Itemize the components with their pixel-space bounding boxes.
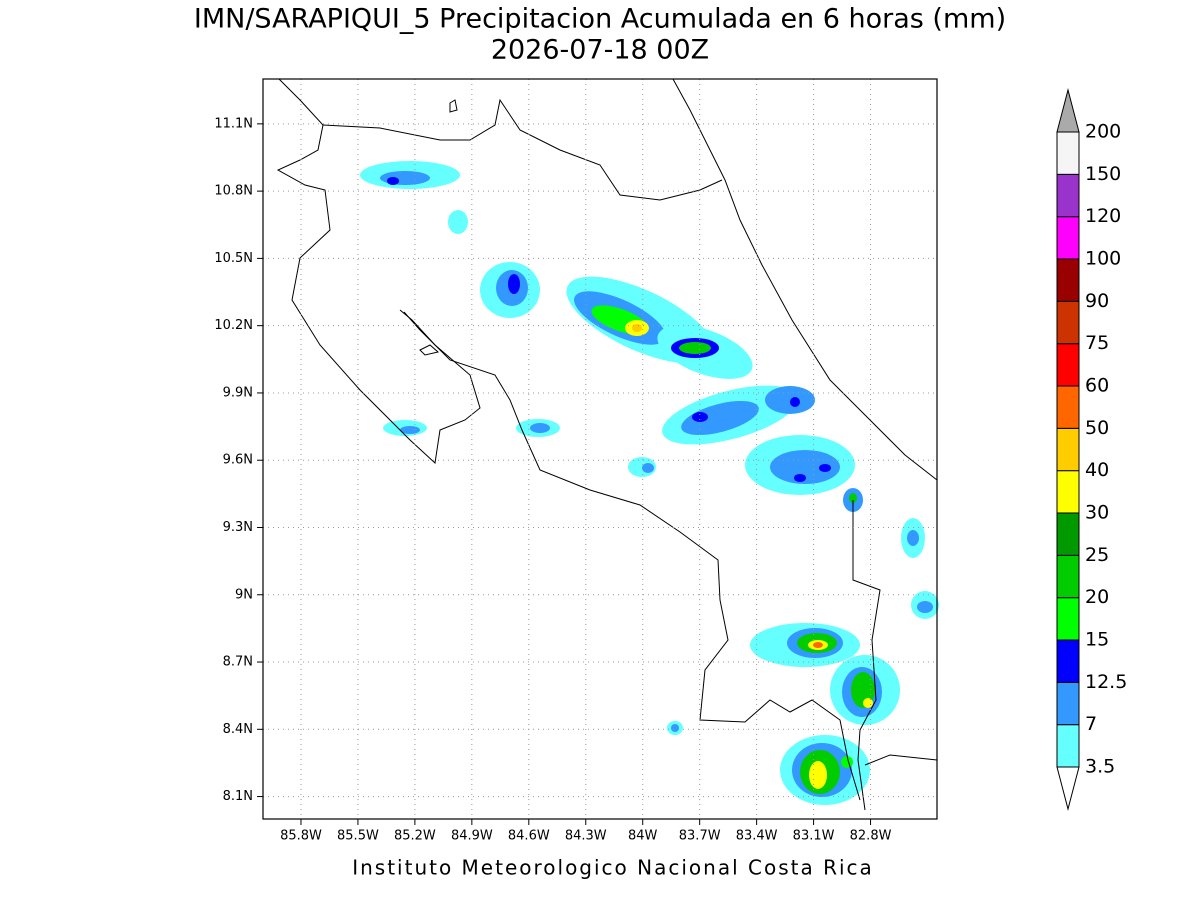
- colorbar-box: [1056, 173, 1080, 218]
- x-tick-label: 85.8W: [280, 829, 322, 844]
- y-tick-label: 10.2N: [214, 318, 253, 333]
- y-tick-label: 8.7N: [223, 655, 253, 670]
- colorbar-box: [1056, 597, 1080, 641]
- colorbar-label: 15: [1085, 629, 1109, 651]
- colorbar-label: 7: [1085, 713, 1097, 735]
- map-frame: [262, 78, 938, 820]
- x-tick-label: 85.5W: [337, 829, 379, 844]
- colorbar-label: 30: [1085, 502, 1109, 524]
- colorbar-label: 200: [1085, 121, 1121, 143]
- colorbar-box: [1056, 427, 1080, 472]
- colorbar-under: [1056, 766, 1080, 811]
- x-tick-label: 84W: [628, 829, 658, 844]
- x-tick-label: 83.1W: [793, 829, 835, 844]
- coastline: [276, 78, 938, 811]
- colorbar-box: [1056, 470, 1080, 514]
- y-tick-label: 9.6N: [223, 453, 253, 468]
- colorbar-box: [1056, 639, 1080, 683]
- colorbar-box: [1056, 131, 1080, 175]
- colorbar-label: 100: [1085, 248, 1121, 270]
- y-tick-label: 10.5N: [214, 251, 253, 266]
- colorbar-label: 150: [1085, 163, 1121, 185]
- rain-cell: [383, 419, 855, 495]
- rain-cell: [360, 161, 460, 189]
- y-tick-label: 8.4N: [223, 722, 253, 737]
- rain-cell: [448, 210, 540, 318]
- colorbar-box: [1056, 554, 1080, 599]
- rain-cell: [780, 735, 870, 805]
- colorbar-label: 25: [1085, 544, 1109, 566]
- y-tick-label: 9N: [235, 587, 253, 602]
- rain-cell: [830, 655, 900, 725]
- colorbar-label: 120: [1085, 205, 1121, 227]
- y-tick-label: 11.1N: [214, 116, 253, 131]
- colorbar-label: 75: [1085, 332, 1109, 354]
- colorbar-label: 60: [1085, 375, 1109, 397]
- colorbar-label: 50: [1085, 417, 1109, 439]
- map-title: IMN/SARAPIQUI_5 Precipitacion Acumulada …: [194, 4, 1006, 35]
- colorbar-box: [1056, 385, 1080, 429]
- colorbar: 3.5 7 12.5 15 20 25 30 40 50 60 75 90 100 120 150 200: [1056, 88, 1127, 811]
- colorbar-label: 12.5: [1085, 671, 1127, 693]
- colorbar-label: 3.5: [1085, 756, 1115, 778]
- x-tick-label: 85.2W: [394, 829, 436, 844]
- y-tick-label: 10.8N: [214, 184, 253, 199]
- colorbar-box: [1056, 512, 1080, 556]
- colorbar-box: [1056, 724, 1080, 768]
- rain-cell: [662, 385, 815, 445]
- x-tick-label: 82.8W: [850, 829, 892, 844]
- colorbar-label: 40: [1085, 459, 1109, 481]
- x-tick-label: 84.6W: [508, 829, 550, 844]
- colorbar-over: [1056, 88, 1080, 133]
- rain-cell: [750, 623, 860, 667]
- map-subtitle: 2026-07-18 00Z: [491, 35, 709, 66]
- y-tick-label: 9.3N: [223, 520, 253, 535]
- colorbar-label: 20: [1085, 586, 1109, 608]
- y-tick-label: 9.9N: [223, 385, 253, 400]
- grid: 85.8W 85.5W 85.2W 84.9W 84.6W 84.3W 84W 83.7W 83…: [214, 79, 937, 844]
- colorbar-label: 90: [1085, 290, 1109, 312]
- y-tick-label: 8.1N: [223, 789, 253, 804]
- rain-cell: [657, 325, 753, 379]
- footer: Instituto Meteorologico Nacional Costa R…: [352, 856, 874, 880]
- colorbar-box: [1056, 300, 1080, 345]
- colorbar-box: [1056, 681, 1080, 726]
- precipitation-field: [360, 161, 939, 805]
- x-tick-label: 83.4W: [736, 829, 778, 844]
- colorbar-box: [1056, 258, 1080, 302]
- rain-cell: [667, 488, 939, 735]
- x-tick-label: 83.7W: [679, 829, 721, 844]
- colorbar-box: [1056, 343, 1080, 387]
- x-tick-label: 84.3W: [565, 829, 607, 844]
- colorbar-box: [1056, 216, 1080, 260]
- x-tick-label: 84.9W: [451, 829, 493, 844]
